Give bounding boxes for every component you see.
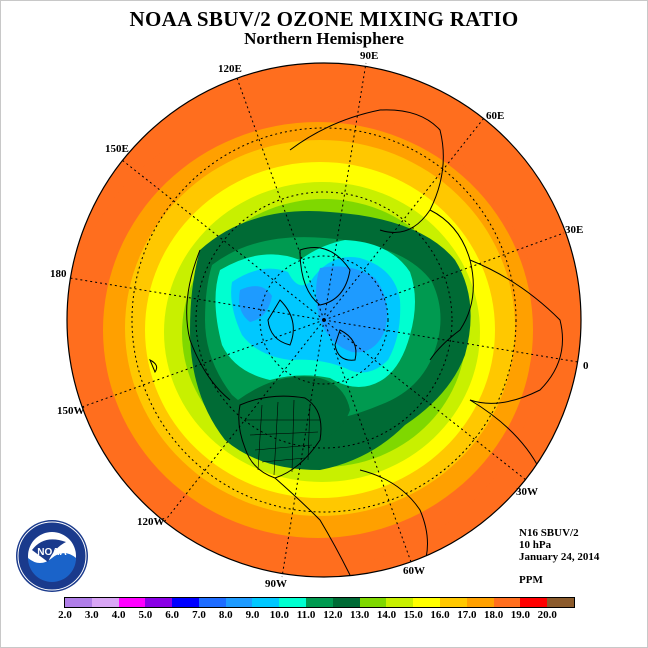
colorbar-swatch bbox=[520, 598, 548, 607]
colorbar-swatch bbox=[466, 598, 494, 607]
colorbar-tick-label: 11.0 bbox=[296, 609, 316, 621]
units-label: PPM bbox=[519, 574, 543, 586]
colorbar-tick-label: 9.0 bbox=[245, 609, 260, 621]
colorbar-tick-label: 8.0 bbox=[218, 609, 233, 621]
lon-label-150e: 150E bbox=[105, 143, 129, 155]
colorbar-tick-label: 20.0 bbox=[537, 609, 557, 621]
colorbar-tick-label: 5.0 bbox=[138, 609, 153, 621]
colorbar-tick-label: 16.0 bbox=[430, 609, 450, 621]
lon-label-60w: 60W bbox=[403, 565, 425, 577]
colorbar-tick-label: 19.0 bbox=[510, 609, 531, 621]
colorbar-tick-label: 18.0 bbox=[484, 609, 504, 621]
date-label: January 24, 2014 bbox=[519, 551, 600, 563]
lon-label-60e: 60E bbox=[486, 110, 505, 122]
colorbar-tick-label: 6.0 bbox=[165, 609, 180, 621]
lon-label-30w: 30W bbox=[516, 486, 538, 498]
colorbar-tick-label: 13.0 bbox=[350, 609, 370, 621]
lon-label-90e: 90E bbox=[360, 50, 379, 62]
colorbar-tick-label: 12.0 bbox=[323, 609, 343, 621]
colorbar-tick-label: 14.0 bbox=[376, 609, 397, 621]
colorbar-swatch bbox=[118, 598, 146, 607]
instrument-label: N16 SBUV/2 bbox=[519, 527, 579, 539]
colorbar-tick-label: 4.0 bbox=[111, 609, 126, 621]
map-subtitle: Northern Hemisphere bbox=[244, 29, 404, 48]
colorbar-swatch bbox=[198, 598, 226, 607]
colorbar-swatch bbox=[65, 598, 92, 607]
colorbar-tick-label: 15.0 bbox=[403, 609, 423, 621]
lon-label-120e: 120E bbox=[218, 63, 242, 75]
colorbar-swatch bbox=[493, 598, 521, 607]
lon-label-90w: 90W bbox=[265, 578, 287, 590]
colorbar-tick-label: 17.0 bbox=[457, 609, 477, 621]
colorbar-tick-label: 2.0 bbox=[58, 609, 72, 621]
colorbar-swatch bbox=[306, 598, 333, 607]
colorbar-tick-label: 3.0 bbox=[84, 609, 99, 621]
colorbar-tick-label: 10.0 bbox=[269, 609, 289, 621]
lon-label-30e: 30E bbox=[565, 224, 584, 236]
colorbar-swatch bbox=[547, 598, 574, 607]
colorbar-swatch bbox=[439, 598, 467, 607]
colorbar-swatch bbox=[279, 598, 307, 607]
pressure-level: 10 hPa bbox=[519, 539, 552, 551]
colorbar-tick-label: 7.0 bbox=[192, 609, 206, 621]
noaa-logo: NOAA bbox=[16, 520, 88, 592]
lon-label-0: 0 bbox=[583, 360, 589, 372]
colorbar-swatch bbox=[145, 598, 173, 607]
colorbar-swatch bbox=[413, 598, 440, 607]
colorbar-swatch bbox=[386, 598, 414, 607]
lon-label-120w: 120W bbox=[137, 516, 165, 528]
colorbar-swatch bbox=[91, 598, 119, 607]
hemisphere-boundary bbox=[66, 62, 582, 578]
colorbar-swatch bbox=[225, 598, 253, 607]
lon-label-180: 180 bbox=[50, 268, 67, 280]
colorbar-swatch bbox=[172, 598, 199, 607]
graticule bbox=[69, 62, 579, 578]
colorbar-swatch bbox=[252, 598, 280, 607]
ozone-field bbox=[67, 63, 581, 577]
colorbar-swatch bbox=[359, 598, 387, 607]
colorbar bbox=[64, 597, 575, 608]
colorbar-swatch bbox=[332, 598, 360, 607]
map-title: NOAA SBUV/2 OZONE MIXING RATIO bbox=[129, 7, 519, 31]
lon-label-150w: 150W bbox=[57, 405, 85, 417]
logo-text: NOAA bbox=[37, 547, 66, 558]
